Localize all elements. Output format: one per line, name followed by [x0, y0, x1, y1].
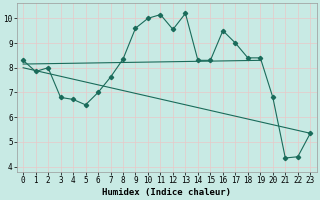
X-axis label: Humidex (Indice chaleur): Humidex (Indice chaleur): [102, 188, 231, 197]
